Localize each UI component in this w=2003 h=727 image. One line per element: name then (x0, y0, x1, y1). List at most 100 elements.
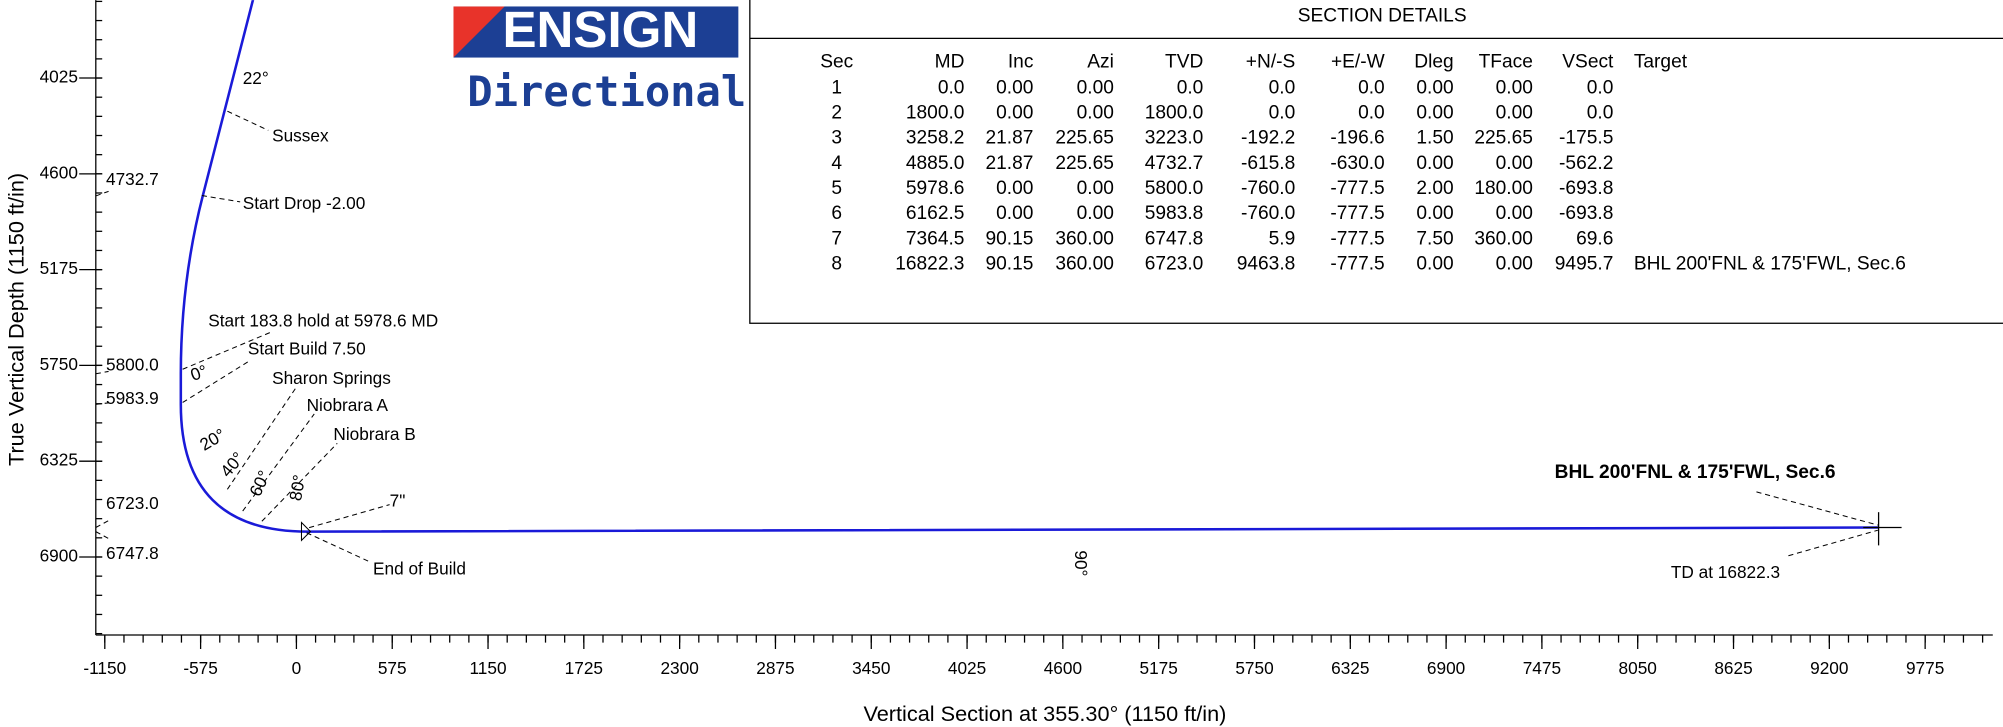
annotation-leader (242, 413, 315, 512)
table-cell: 3 (831, 128, 842, 149)
annotation-leader (201, 195, 241, 203)
y-tick-label: 4025 (40, 67, 78, 87)
table-cell: 360.00 (1474, 228, 1533, 249)
table-cell: 0.00 (1416, 102, 1453, 123)
y-tick-label: 5750 (40, 354, 78, 374)
x-tick-label: 4025 (948, 658, 986, 678)
annotation: 60° (245, 467, 274, 499)
table-cell: 1 (831, 77, 842, 98)
table-cell: 5800.0 (1145, 178, 1204, 199)
table-cell: 225.65 (1055, 128, 1114, 149)
table-cell: 9495.7 (1555, 253, 1614, 274)
table-cell: 0.00 (1077, 203, 1114, 224)
x-tick-label: 6325 (1331, 658, 1369, 678)
table-cell: 0.0 (1358, 102, 1385, 123)
table-cell: 4732.7 (1145, 153, 1204, 174)
x-tick-label: 575 (378, 658, 407, 678)
table-cell: 0.00 (996, 102, 1033, 123)
x-tick-label: 2300 (660, 658, 698, 678)
table-cell: 0.00 (1416, 77, 1453, 98)
annotation: 90° (1071, 550, 1091, 576)
table-cell: -777.5 (1330, 253, 1384, 274)
well-path (179, 0, 1879, 533)
table-cell: 0.0 (1269, 102, 1296, 123)
annotation: Start Build 7.50 (248, 339, 366, 359)
table-cell: 1800.0 (1145, 102, 1204, 123)
table-cell: -777.5 (1330, 203, 1384, 224)
table-title: SECTION DETAILS (1298, 6, 1467, 27)
section-table: SECTION DETAILS Sec MD Inc Azi TVD +N/-S +E/-W… (749, 0, 2003, 324)
table-cell: 8 (831, 253, 842, 274)
table-cell: 0.00 (1077, 77, 1114, 98)
table-cell: -630.0 (1330, 153, 1384, 174)
table-cell: 21.87 (985, 128, 1033, 149)
table-cell: 2 (831, 102, 842, 123)
table-cell: 69.6 (1576, 228, 1613, 249)
table-cell: 2.00 (1416, 178, 1453, 199)
column-header: MD (935, 52, 965, 73)
table-cell: 0.00 (1416, 153, 1453, 174)
annotation: End of Build (373, 558, 466, 578)
x-tick-label: 7475 (1523, 658, 1561, 678)
table-cell: 9463.8 (1237, 253, 1296, 274)
table-cell: 3258.2 (906, 128, 965, 149)
table-cell: -615.8 (1241, 153, 1295, 174)
table-cell: 0.00 (996, 77, 1033, 98)
x-tick-label: 8050 (1619, 658, 1657, 678)
annotation: 20° (196, 424, 229, 454)
table-cell: 21.87 (985, 153, 1033, 174)
table-cell: 1800.0 (906, 102, 965, 123)
table-cell: 3223.0 (1145, 128, 1204, 149)
x-tick-label: 6900 (1427, 658, 1465, 678)
x-tick-label: -1150 (83, 658, 126, 678)
depth-leader (95, 190, 109, 197)
table-cell: 360.00 (1055, 253, 1114, 274)
table-cell: 180.00 (1474, 178, 1533, 199)
table-cell: -693.8 (1559, 178, 1613, 199)
table-cell: 0.00 (996, 178, 1033, 199)
depth-leader (95, 520, 109, 528)
depth-label: 5800.0 (106, 355, 159, 375)
annotation: Sussex (272, 125, 329, 145)
x-tick-label: 0 (292, 658, 302, 678)
annotation: BHL 200'FNL & 175'FWL, Sec.6 (1555, 462, 1836, 483)
depth-leader (95, 402, 109, 405)
column-header: Azi (1087, 52, 1114, 73)
table-cell: 0.00 (1496, 153, 1533, 174)
table-cell: 7.50 (1416, 228, 1453, 249)
table-cell: 0.0 (1269, 77, 1296, 98)
annotation: Niobrara A (307, 395, 389, 415)
y-axis-label: True Vertical Depth (1150 ft/in) (4, 173, 29, 466)
annotation-leader (182, 331, 272, 370)
table-cell: 90.15 (985, 253, 1033, 274)
x-tick-label: 4600 (1044, 658, 1082, 678)
column-header: Sec (820, 52, 853, 73)
table-cell: 1.50 (1416, 128, 1453, 149)
table-cell: 6723.0 (1145, 253, 1204, 274)
depth-label: 6723.0 (106, 493, 159, 513)
table-cell: 0.00 (1077, 178, 1114, 199)
annotation: 0° (188, 361, 210, 385)
annotation: 22° (243, 68, 269, 88)
x-tick-label: 1150 (470, 658, 507, 678)
table-cell: 360.00 (1055, 228, 1114, 249)
annotation: TD at 16822.3 (1671, 562, 1780, 582)
annotation-leader (308, 504, 390, 529)
y-tick-label: 6900 (40, 546, 78, 566)
table-cell: BHL 200'FNL & 175'FWL, Sec.6 (1634, 253, 1906, 274)
table-cell: 7364.5 (906, 228, 965, 249)
table-cell: -562.2 (1559, 153, 1613, 174)
table-cell: -196.6 (1330, 128, 1384, 149)
depth-label: 5983.9 (106, 388, 159, 408)
column-header: +N/-S (1246, 52, 1296, 73)
annotation-leader (226, 386, 297, 490)
table-cell: -777.5 (1330, 228, 1384, 249)
table-cell: -760.0 (1241, 203, 1295, 224)
table-cell: -777.5 (1330, 178, 1384, 199)
annotation: Start 183.8 hold at 5978.6 MD (208, 311, 438, 331)
annotation-leader (1756, 491, 1878, 526)
table-cell: 0.0 (1587, 77, 1614, 98)
table-cell: 7 (831, 228, 842, 249)
table-cell: 90.15 (985, 228, 1033, 249)
x-tick-label: 5750 (1235, 658, 1273, 678)
